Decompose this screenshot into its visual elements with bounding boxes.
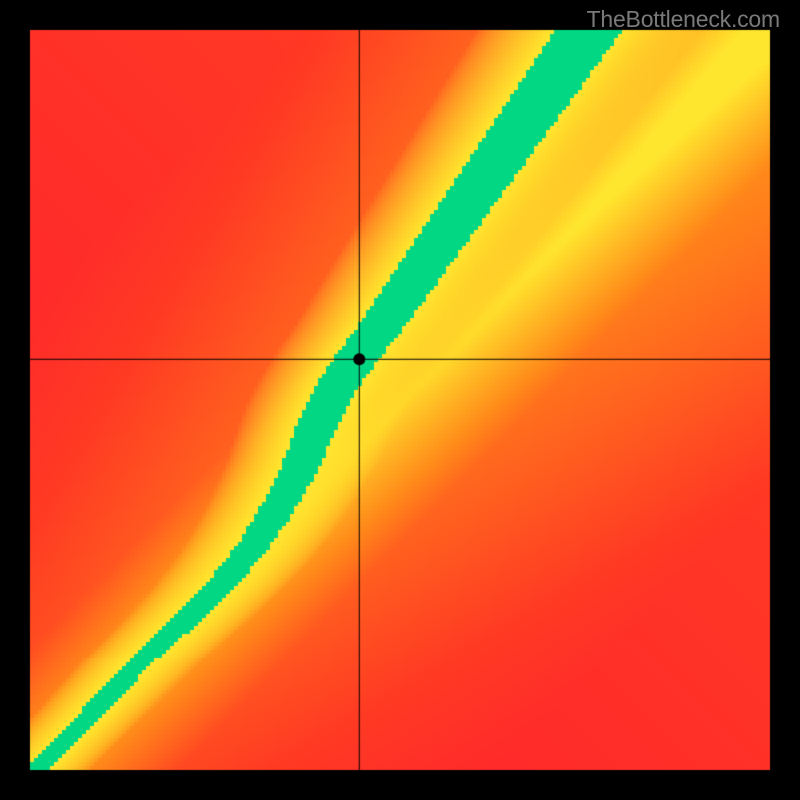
watermark-text: TheBottleneck.com [587,6,780,33]
heatmap-canvas [0,0,800,800]
chart-container: TheBottleneck.com [0,0,800,800]
